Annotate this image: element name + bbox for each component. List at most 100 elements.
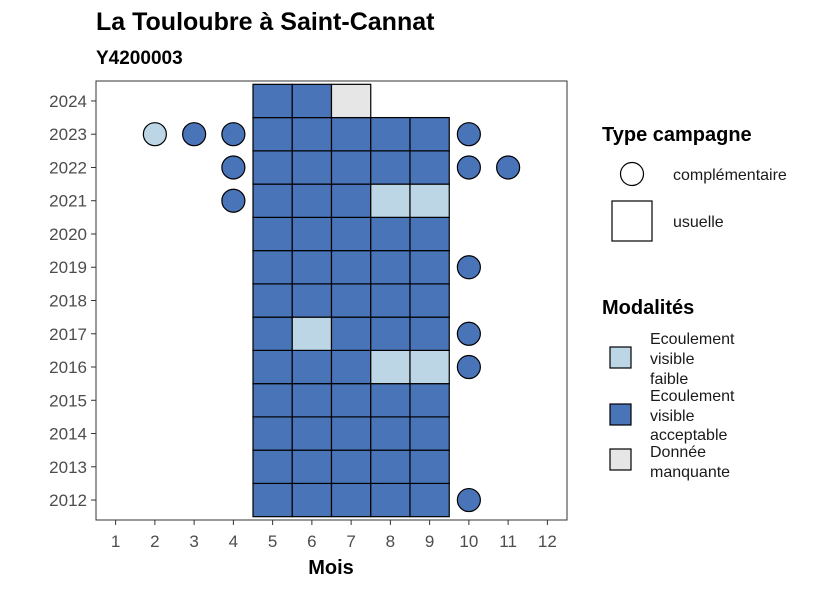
legend-key-faible [609, 346, 632, 369]
y-tick-label-2021: 2021 [49, 192, 87, 211]
cell-usuelle-2022-6 [291, 150, 333, 185]
cell-usuelle-2022-5 [252, 150, 293, 185]
cell-usuelle-2014-8 [370, 416, 411, 451]
cell-usuelle-2013-5 [252, 449, 293, 485]
legend-label-manquante-line-1: Donnée [650, 444, 706, 461]
cell-usuelle-2012-7 [330, 482, 372, 518]
y-tick-label-2023: 2023 [49, 125, 87, 144]
chart-subtitle: Y4200003 [96, 48, 183, 69]
point-complementaire-2016-10 [456, 354, 481, 380]
point-complementaire-2023-3 [182, 122, 207, 147]
cell-usuelle-2013-9 [409, 449, 450, 485]
x-tick-label-7: 7 [346, 532, 355, 551]
cell-usuelle-2018-7 [330, 283, 372, 318]
y-tick-label-2018: 2018 [49, 292, 87, 311]
point-complementaire-2022-10 [456, 155, 481, 180]
x-axis-title: Mois [308, 557, 354, 579]
cell-usuelle-2019-8 [370, 250, 411, 285]
cell-usuelle-2018-5 [252, 283, 293, 318]
legend-title-modalites: Modalités [602, 297, 694, 319]
cell-usuelle-2022-8 [370, 150, 411, 185]
point-complementaire-2019-10 [456, 255, 481, 280]
x-tick-label-8: 8 [386, 532, 395, 551]
cell-usuelle-2017-7 [330, 316, 372, 351]
x-tick-label-11: 11 [499, 532, 517, 551]
cell-usuelle-2023-5 [252, 116, 293, 152]
cell-usuelle-2023-6 [291, 116, 333, 152]
y-tick-label-2017: 2017 [49, 325, 87, 344]
cell-usuelle-2020-5 [252, 216, 293, 252]
cell-usuelle-2015-7 [330, 383, 372, 418]
x-tick-label-2: 2 [150, 532, 159, 551]
cell-usuelle-2013-6 [291, 449, 333, 485]
legend: Type campagne complémentaire usuelle Modali… [602, 124, 787, 481]
cell-usuelle-2015-8 [370, 383, 411, 418]
point-complementaire-2022-4 [221, 155, 246, 180]
cell-usuelle-2017-6 [291, 316, 333, 351]
y-tick-label-2013: 2013 [49, 458, 87, 477]
legend-key-acceptable [609, 403, 632, 426]
y-tick-label-2012: 2012 [49, 491, 87, 510]
cell-usuelle-2015-9 [409, 383, 450, 418]
y-tick-label-2022: 2022 [49, 158, 87, 177]
cell-usuelle-2021-9 [409, 183, 450, 218]
y-tick-label-2020: 2020 [49, 225, 87, 244]
cell-usuelle-2013-8 [370, 449, 411, 485]
x-tick-label-5: 5 [268, 532, 277, 551]
legend-label-manquante-line-2: manquante [650, 464, 730, 481]
cell-usuelle-2014-9 [409, 416, 450, 451]
cell-usuelle-2021-8 [370, 183, 411, 218]
cell-usuelle-2019-5 [252, 250, 293, 285]
legend-key-manquante [609, 448, 632, 471]
legend-key-usuelle [611, 200, 653, 242]
cell-usuelle-2023-8 [370, 116, 411, 152]
cell-usuelle-2016-7 [330, 349, 372, 385]
legend-label-acceptable-line-3: acceptable [650, 427, 727, 444]
legend-label-complementaire: complémentaire [673, 167, 787, 184]
cell-usuelle-2022-7 [330, 150, 372, 185]
x-tick-label-3: 3 [189, 532, 198, 551]
cell-usuelle-2017-8 [370, 316, 411, 351]
cell-usuelle-2016-6 [291, 349, 333, 385]
y-tick-label-2019: 2019 [49, 258, 87, 277]
cell-usuelle-2024-6 [291, 83, 333, 119]
point-complementaire-2023-4 [221, 122, 246, 147]
cell-usuelle-2017-5 [252, 316, 293, 351]
point-complementaire-2017-10 [456, 321, 481, 346]
y-axis: 2012 2013 2014 2015 2016 2017 2018 2019 2020 2021… [49, 92, 96, 510]
cell-usuelle-2020-7 [330, 216, 372, 252]
legend-key-complementaire [619, 161, 645, 187]
cell-usuelle-2019-9 [409, 250, 450, 285]
cell-usuelle-2018-6 [291, 283, 333, 318]
x-tick-label-4: 4 [229, 532, 238, 551]
cell-usuelle-2016-8 [370, 349, 411, 385]
point-complementaire-2012-10 [456, 487, 481, 513]
y-tick-label-2016: 2016 [49, 358, 87, 377]
cell-usuelle-2012-9 [409, 482, 450, 518]
cell-usuelle-2022-9 [409, 150, 450, 185]
chart-title: La Touloubre à Saint-Cannat [96, 8, 435, 36]
legend-label-faible-line-1: Ecoulement [650, 331, 735, 348]
point-complementaire-2021-4 [221, 188, 246, 213]
x-tick-label-10: 10 [459, 532, 478, 551]
cell-usuelle-2015-6 [291, 383, 333, 418]
legend-label-faible-line-3: faible [650, 371, 688, 388]
cell-usuelle-2014-5 [252, 416, 293, 451]
cell-usuelle-2012-8 [370, 482, 411, 518]
cell-usuelle-2019-6 [291, 250, 333, 285]
y-tick-label-2014: 2014 [49, 425, 87, 444]
cell-usuelle-2013-7 [330, 449, 372, 485]
cell-usuelle-2018-8 [370, 283, 411, 318]
cell-usuelle-2023-7 [330, 116, 372, 152]
x-axis: 1 2 3 4 5 6 7 8 9 10 11 12 [111, 520, 557, 551]
cell-usuelle-2016-9 [409, 349, 450, 385]
cell-usuelle-2012-5 [252, 482, 293, 518]
cell-usuelle-2016-5 [252, 349, 293, 385]
cell-usuelle-2014-6 [291, 416, 333, 451]
legend-label-usuelle: usuelle [673, 214, 724, 231]
cell-usuelle-2023-9 [409, 116, 450, 152]
cell-usuelle-2019-7 [330, 250, 372, 285]
point-complementaire-2022-11 [496, 155, 521, 180]
cell-usuelle-2017-9 [409, 316, 450, 351]
